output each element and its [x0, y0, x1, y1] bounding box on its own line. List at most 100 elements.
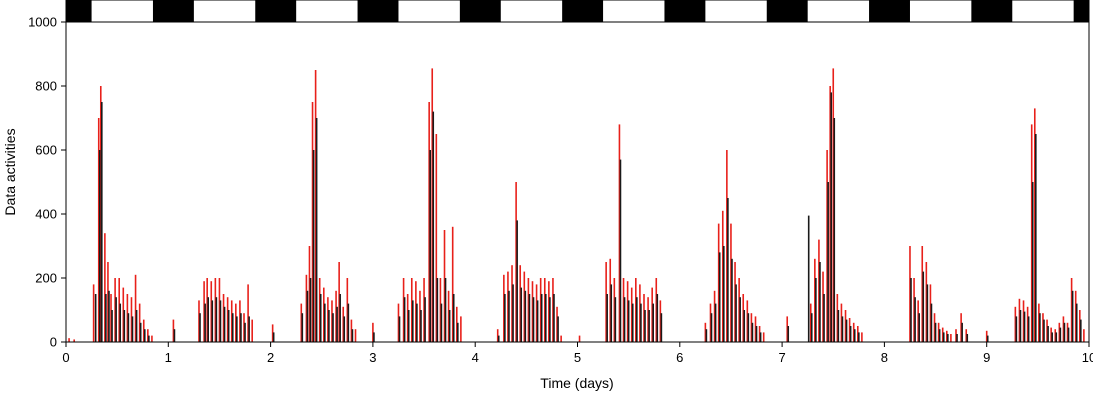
bar-s0-128: [913, 278, 915, 342]
bar-s0-54: [415, 281, 417, 342]
bar-s0-38: [314, 70, 317, 342]
bar-s1-142: [1055, 332, 1058, 342]
bar-s0-15: [142, 319, 145, 342]
bar-s1-136: [1031, 182, 1034, 342]
y-tick-label-0: 0: [50, 335, 57, 350]
bar-s0-109: [754, 316, 757, 342]
bar-s1-18: [207, 297, 209, 342]
bar-s0-12: [130, 297, 133, 342]
bar-s1-41: [343, 316, 346, 342]
bar-s0-20: [203, 281, 205, 342]
bar-s0-106: [742, 294, 745, 342]
bar-s0-105: [738, 278, 740, 342]
bar-s0-96: [659, 300, 662, 342]
bar-s0-99: [713, 290, 716, 342]
bar-s0-59: [435, 134, 438, 342]
bar-s1-118: [910, 278, 912, 342]
bar-s0-62: [447, 290, 450, 342]
bar-s1-97: [739, 297, 741, 342]
x-tick-label-6: 6: [676, 350, 683, 365]
bar-s1-31: [306, 290, 309, 342]
y-tick-label-5: 1000: [28, 15, 57, 30]
bar-s0-21: [206, 278, 208, 342]
bar-s0-6: [107, 262, 109, 342]
bar-s0-31: [247, 284, 249, 342]
bar-s1-89: [705, 329, 708, 342]
bar-s1-0: [94, 294, 97, 342]
bar-s0-40: [322, 287, 325, 342]
bar-s1-94: [727, 198, 729, 342]
bar-s0-150: [1046, 319, 1048, 342]
bar-s1-27: [244, 322, 246, 342]
bar-s1-86: [652, 303, 655, 342]
bar-s0-71: [519, 265, 522, 342]
dark-period-7: [766, 0, 808, 22]
bar-s0-60: [439, 278, 442, 342]
bar-s0-16: [147, 329, 149, 342]
bar-s0-82: [578, 335, 581, 342]
bar-s1-100: [751, 322, 754, 342]
bar-s1-71: [544, 294, 547, 342]
bar-s0-37: [311, 102, 314, 342]
bar-s1-4: [108, 290, 110, 342]
bar-s0-136: [946, 330, 948, 342]
y-tick-label-4: 800: [35, 79, 57, 94]
bar-s1-115: [849, 326, 852, 342]
bar-s1-140: [1047, 326, 1049, 342]
bar-s1-133: [1019, 310, 1022, 342]
bar-s0-63: [451, 226, 454, 342]
bar-s1-30: [301, 313, 304, 342]
bar-s0-27: [230, 300, 233, 342]
bar-s1-3: [105, 294, 107, 342]
bar-s1-33: [312, 150, 315, 342]
dark-period-9: [971, 0, 1013, 22]
y-axis-title: Data activities: [2, 128, 18, 215]
bar-s0-28: [235, 303, 237, 342]
bar-s1-60: [497, 335, 500, 342]
bar-s0-65: [460, 316, 462, 342]
x-tick-label-9: 9: [983, 350, 990, 365]
bar-s1-6: [115, 297, 117, 342]
bar-s1-52: [429, 150, 431, 342]
y-tick-label-1: 200: [35, 271, 57, 286]
bar-s0-124: [852, 322, 855, 342]
bar-s1-5: [111, 310, 113, 342]
dark-period-8: [869, 0, 910, 22]
bar-s1-20: [215, 297, 218, 342]
bar-s1-139: [1043, 319, 1045, 342]
bar-s0-143: [1018, 298, 1021, 342]
bar-s0-94: [651, 287, 653, 342]
bar-s1-64: [516, 220, 518, 342]
bar-s1-67: [528, 294, 531, 342]
bar-s1-99: [747, 313, 750, 342]
bar-s1-75: [606, 294, 608, 342]
bar-s1-76: [610, 284, 613, 342]
bar-s1-126: [942, 332, 945, 342]
bar-s0-5: [104, 233, 106, 342]
bar-s0-17: [151, 335, 153, 342]
x-tick-label-1: 1: [165, 350, 172, 365]
bar-s0-53: [410, 278, 413, 342]
bar-s1-111: [833, 118, 836, 342]
bar-s0-86: [618, 124, 621, 343]
bar-s1-53: [432, 111, 435, 342]
bar-s0-49: [372, 322, 374, 342]
bar-s1-102: [759, 332, 762, 342]
bar-s1-51: [424, 297, 426, 342]
bar-s1-34: [315, 118, 318, 342]
bar-s1-125: [938, 329, 941, 342]
bar-s1-35: [319, 294, 322, 342]
bar-s0-120: [836, 294, 839, 342]
bar-s0-11: [126, 294, 129, 342]
light-dark-bar: [65, 0, 1090, 23]
bar-s0-51: [402, 278, 405, 342]
bar-s1-9: [127, 313, 130, 342]
bar-s1-25: [236, 316, 238, 342]
bar-s1-108: [823, 294, 825, 342]
bar-s0-61: [443, 230, 446, 342]
bar-s1-148: [1080, 319, 1082, 342]
bar-s0-118: [829, 86, 831, 342]
bar-s1-93: [722, 246, 725, 342]
bar-s0-8: [114, 278, 116, 342]
bar-s1-144: [1063, 322, 1066, 342]
